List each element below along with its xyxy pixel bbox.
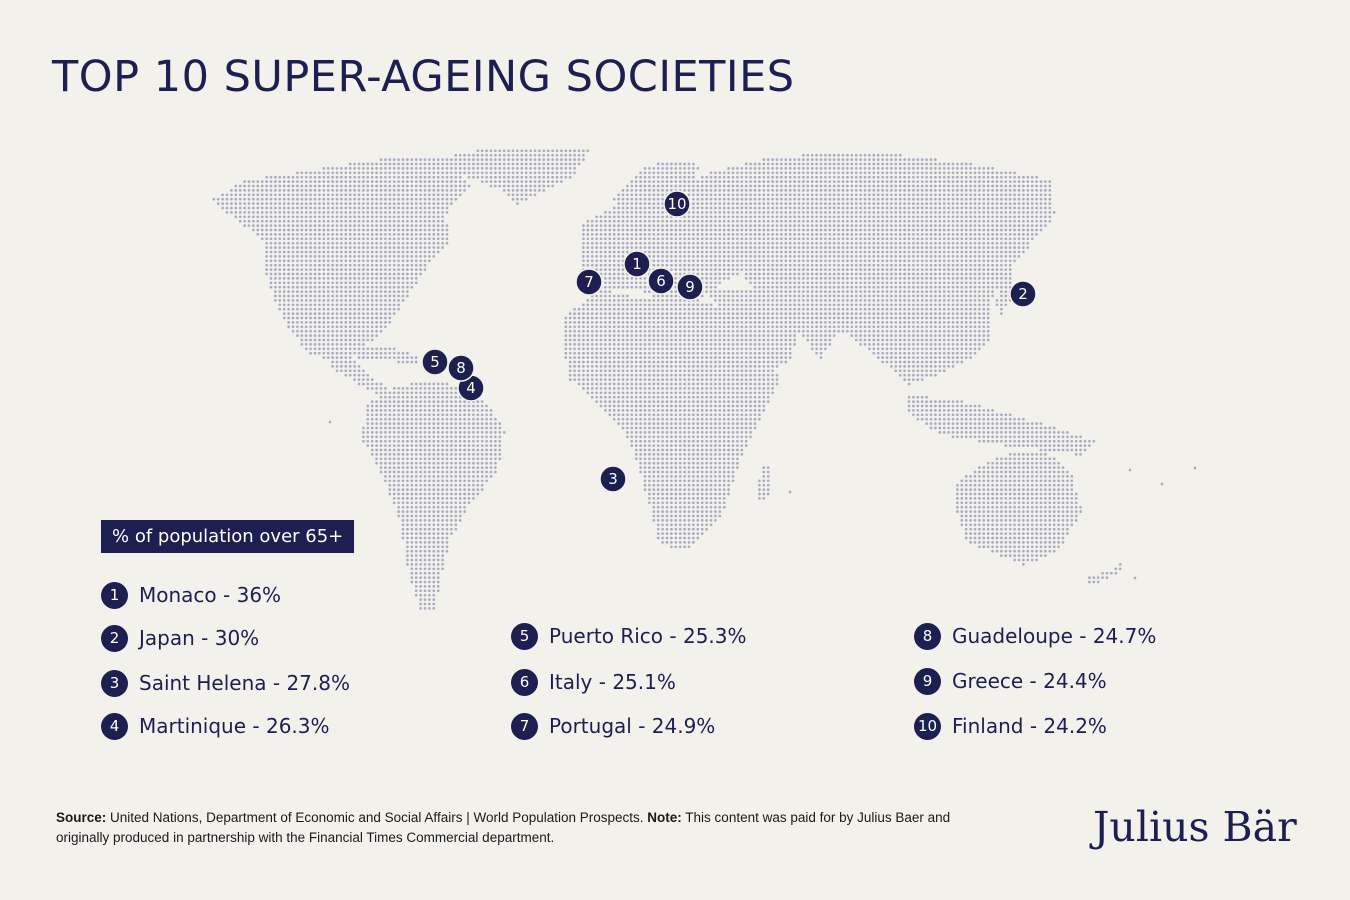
rank-badge: 10 [914, 712, 941, 740]
legend-label: Martinique - 26.3% [139, 714, 330, 738]
legend-label: Portugal - 24.9% [549, 714, 716, 738]
legend-item-monaco: 1 Monaco - 36% [101, 580, 281, 610]
legend-item-saint-helena: 3 Saint Helena - 27.8% [101, 668, 350, 698]
marker-japan[interactable]: 2 [1009, 280, 1037, 308]
rank-badge: 1 [101, 581, 128, 609]
rank-badge: 6 [511, 668, 538, 696]
legend-label: Puerto Rico - 25.3% [549, 624, 747, 648]
rank-badge: 5 [511, 622, 538, 650]
legend-item-finland: 10 Finland - 24.2% [914, 711, 1107, 741]
marker-portugal[interactable]: 7 [575, 268, 603, 296]
legend-label: Monaco - 36% [139, 583, 282, 607]
legend-label: Guadeloupe - 24.7% [952, 624, 1157, 648]
page-title: TOP 10 SUPER-AGEING SOCIETIES [52, 52, 795, 102]
source-text: United Nations, Department of Economic a… [106, 810, 648, 825]
rank-badge: 3 [101, 669, 128, 697]
marker-greece[interactable]: 9 [676, 273, 704, 301]
rank-badge: 8 [914, 622, 941, 650]
marker-puerto-rico[interactable]: 5 [421, 348, 449, 376]
rank-badge: 7 [511, 712, 538, 740]
legend-label: Finland - 24.2% [952, 714, 1107, 738]
map-markers: 1 2 3 4 5 6 7 8 9 10 [421, 190, 1037, 493]
legend-item-japan: 2 Japan - 30% [101, 623, 259, 653]
source-label: Source: [56, 810, 107, 825]
rank-badge: 9 [914, 667, 941, 695]
marker-martinique[interactable]: 4 [457, 374, 485, 402]
legend-item-portugal: 7 Portugal - 24.9% [511, 711, 715, 741]
legend-label: Greece - 24.4% [952, 669, 1107, 693]
marker-finland[interactable]: 10 [663, 190, 691, 218]
legend-item-italy: 6 Italy - 25.1% [511, 667, 676, 697]
rank-badge: 4 [101, 712, 128, 740]
rank-badge: 2 [101, 624, 128, 652]
legend-title: % of population over 65+ [101, 520, 355, 553]
legend-label: Italy - 25.1% [549, 670, 676, 694]
marker-saint-helena[interactable]: 3 [599, 465, 627, 493]
julius-baer-logo: Julius Bär [1093, 803, 1297, 851]
note-text: This content was paid for by Julius Baer… [56, 810, 951, 845]
marker-monaco[interactable]: 1 [623, 250, 651, 278]
legend-item-martinique: 4 Martinique - 26.3% [101, 711, 330, 741]
marker-italy[interactable]: 6 [647, 267, 675, 295]
legend-label: Japan - 30% [139, 626, 260, 650]
marker-guadeloupe[interactable]: 8 [447, 354, 475, 382]
source-note: Source: United Nations, Department of Ec… [56, 808, 956, 848]
legend-item-guadeloupe: 8 Guadeloupe - 24.7% [914, 621, 1156, 651]
legend-label: Saint Helena - 27.8% [139, 671, 350, 695]
legend-item-greece: 9 Greece - 24.4% [914, 666, 1107, 696]
map-dots [212, 149, 1197, 610]
note-label: Note: [647, 810, 682, 825]
legend-item-puerto-rico: 5 Puerto Rico - 25.3% [511, 621, 747, 651]
